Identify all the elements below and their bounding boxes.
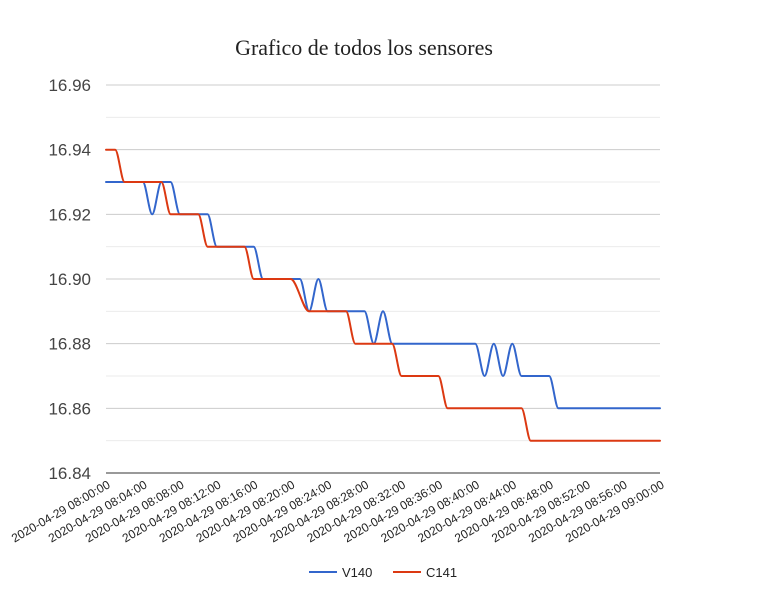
series-line-c141 [105,148,661,442]
y-tick-label: 16.84 [48,464,91,483]
series-line-v140 [105,181,661,410]
chart-title: Grafico de todos los sensores [235,35,493,60]
y-axis-ticks: 16.84 16.86 16.88 16.90 16.92 16.94 16.96 [48,76,91,483]
series-lines [105,148,661,442]
y-tick-label: 16.92 [48,205,91,224]
y-tick-label: 16.88 [48,335,91,354]
legend: V140 C141 [309,565,457,580]
y-tick-label: 16.86 [48,399,91,418]
legend-label: C141 [426,565,457,580]
gridlines [106,84,660,474]
y-tick-label: 16.94 [48,141,91,160]
y-tick-label: 16.96 [48,76,91,95]
y-tick-label: 16.90 [48,270,91,289]
legend-label: V140 [342,565,372,580]
